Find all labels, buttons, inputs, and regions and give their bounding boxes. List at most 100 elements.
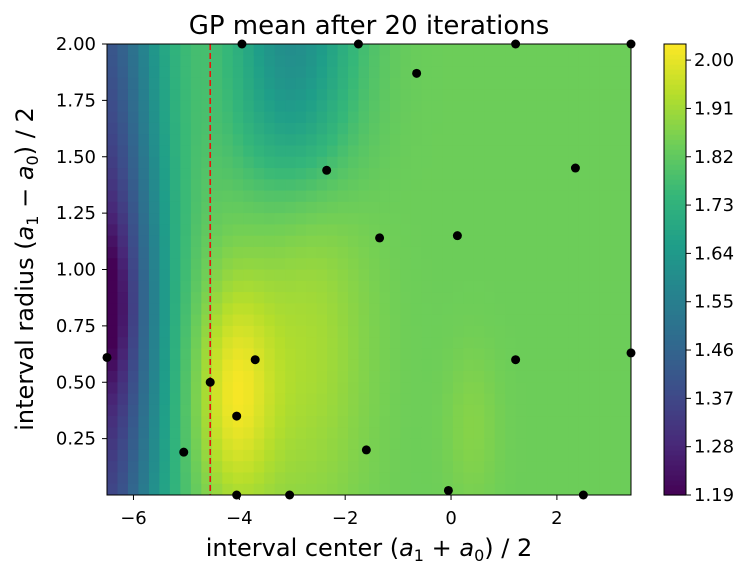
heatmap-cell xyxy=(589,258,601,271)
heatmap-cell xyxy=(285,179,297,192)
heatmap-cell xyxy=(494,213,506,226)
heatmap-cell xyxy=(599,190,611,203)
heatmap-cell xyxy=(484,134,496,147)
heatmap-cell xyxy=(264,168,276,180)
heatmap-cell xyxy=(211,404,223,417)
heatmap-cell xyxy=(348,370,360,383)
heatmap-cell xyxy=(494,168,506,180)
heatmap-cell xyxy=(589,292,601,304)
heatmap-cell xyxy=(463,472,475,485)
heatmap-cell xyxy=(515,89,527,101)
heatmap-cell xyxy=(610,77,622,90)
heatmap-cell xyxy=(610,483,622,495)
y-tick-label: 1.50 xyxy=(56,147,96,168)
heatmap-cell xyxy=(452,55,464,68)
heatmap-cell xyxy=(127,427,140,440)
heatmap-cell xyxy=(494,370,506,383)
heatmap-cell xyxy=(117,100,129,113)
heatmap-cell xyxy=(117,483,129,495)
heatmap-cell xyxy=(463,382,475,395)
heatmap-cell xyxy=(421,314,433,327)
heatmap-cell xyxy=(526,89,538,101)
heatmap-cell xyxy=(421,100,433,113)
heatmap-cell xyxy=(327,382,339,395)
heatmap-cell xyxy=(421,483,433,495)
heatmap-cell xyxy=(599,179,611,192)
heatmap-cell xyxy=(169,89,181,101)
heatmap-cell xyxy=(190,258,202,271)
heatmap-cell xyxy=(107,190,119,203)
heatmap-cell xyxy=(610,292,622,304)
heatmap-cell xyxy=(505,416,517,428)
heatmap-cell xyxy=(274,382,286,395)
heatmap-cell xyxy=(222,438,234,451)
heatmap-cell xyxy=(337,66,349,79)
heatmap-cell xyxy=(515,213,527,226)
heatmap-cell xyxy=(452,66,464,79)
heatmap-cell xyxy=(589,359,601,372)
heatmap-cell xyxy=(327,246,339,259)
heatmap-cell xyxy=(148,145,160,158)
sample-point xyxy=(361,445,371,455)
heatmap-cell xyxy=(526,201,538,214)
heatmap-cell xyxy=(337,100,349,113)
heatmap-cell xyxy=(473,213,485,226)
heatmap-cell xyxy=(337,449,349,462)
heatmap-cell xyxy=(620,145,631,158)
heatmap-cell xyxy=(589,168,601,180)
y-tick-label: 1.00 xyxy=(56,260,96,281)
heatmap-cell xyxy=(337,55,349,68)
heatmap-cell xyxy=(138,449,150,462)
heatmap-cell xyxy=(515,449,527,462)
heatmap-cell xyxy=(148,134,160,147)
heatmap-cell xyxy=(610,359,622,372)
heatmap-cell xyxy=(557,438,569,451)
colorbar-segment xyxy=(664,229,686,236)
heatmap-cell xyxy=(620,404,631,417)
heatmap-cell xyxy=(348,224,360,237)
heatmap-cell xyxy=(138,156,150,169)
heatmap-cell xyxy=(169,145,181,158)
heatmap-cell xyxy=(159,416,171,428)
heatmap-cell xyxy=(327,201,339,214)
heatmap-cell xyxy=(264,292,276,304)
heatmap-cell xyxy=(473,370,485,383)
heatmap-cell xyxy=(285,168,297,180)
heatmap-cell xyxy=(107,111,119,124)
heatmap-cell xyxy=(473,314,485,327)
heatmap-cell xyxy=(327,292,339,304)
heatmap-cell xyxy=(316,269,328,282)
heatmap-cell xyxy=(400,168,412,180)
heatmap-cell xyxy=(494,359,506,372)
heatmap-cell xyxy=(243,416,255,428)
heatmap-cell xyxy=(327,370,339,383)
heatmap-cell xyxy=(107,122,119,135)
heatmap-cell xyxy=(494,55,506,68)
heatmap-cell xyxy=(505,134,517,147)
heatmap-cell xyxy=(505,44,517,56)
heatmap-cell xyxy=(369,404,381,417)
heatmap-cell xyxy=(243,246,255,259)
heatmap-cell xyxy=(473,258,485,271)
heatmap-cell xyxy=(599,55,611,68)
heatmap-cell xyxy=(159,213,171,226)
heatmap-cell xyxy=(410,77,422,90)
heatmap-cell xyxy=(253,348,265,361)
heatmap-cell xyxy=(463,55,475,68)
heatmap-cell xyxy=(369,449,381,462)
heatmap-cell xyxy=(589,111,601,124)
heatmap-cell xyxy=(201,66,213,79)
heatmap-cell xyxy=(463,156,475,169)
heatmap-cell xyxy=(389,348,402,361)
heatmap-cell xyxy=(316,416,328,428)
heatmap-cell xyxy=(568,280,580,293)
heatmap-cell xyxy=(138,427,150,440)
heatmap-cell xyxy=(211,382,223,395)
heatmap-cell xyxy=(452,314,464,327)
heatmap-cell xyxy=(389,235,402,248)
heatmap-cell xyxy=(253,325,265,338)
heatmap-cell xyxy=(410,438,422,451)
heatmap-cell xyxy=(190,337,202,350)
heatmap-cell xyxy=(536,348,548,361)
heatmap-cell xyxy=(306,461,318,474)
